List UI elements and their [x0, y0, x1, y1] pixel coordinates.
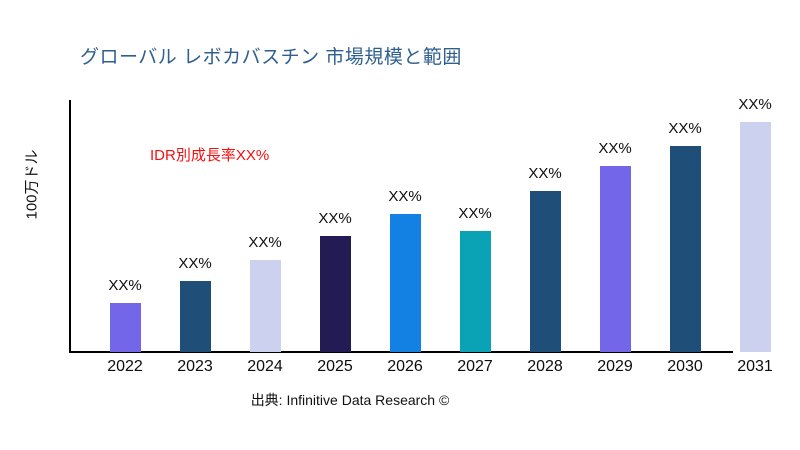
x-axis-line [69, 351, 733, 353]
x-tick-2027: 2027 [457, 358, 493, 375]
y-axis-title: 100万ドル [23, 149, 41, 220]
x-tick-2030: 2030 [667, 358, 703, 375]
x-tick-2031: 2031 [737, 358, 773, 375]
value-label-2023: XX% [178, 254, 212, 272]
value-label-2030: XX% [668, 119, 702, 137]
value-label-2029: XX% [598, 139, 632, 157]
bar-2026 [389, 213, 421, 352]
value-label-2031: XX% [738, 95, 772, 113]
bar-2024 [249, 259, 281, 352]
bar-2022 [109, 302, 141, 352]
value-label-2025: XX% [318, 209, 352, 227]
value-label-2024: XX% [248, 233, 282, 251]
x-tick-2025: 2025 [317, 358, 353, 375]
bar-2025 [319, 235, 351, 352]
value-label-2028: XX% [528, 164, 562, 182]
value-label-2022: XX% [108, 276, 142, 294]
value-label-2026: XX% [388, 187, 422, 205]
x-tick-2024: 2024 [247, 358, 283, 375]
x-tick-2022: 2022 [107, 358, 143, 375]
chart-title: グローバル レボカバスチン 市場規模と範囲 [80, 47, 462, 68]
bar-2027 [459, 230, 491, 352]
source-attribution: 出典: Infinitive Data Research © [250, 392, 450, 408]
bar-2023 [179, 280, 211, 352]
growth-rate-annotation: IDR別成長率XX% [150, 147, 270, 164]
bar-2030 [669, 145, 701, 352]
value-label-2027: XX% [458, 204, 492, 222]
y-axis-line [69, 100, 71, 352]
bar-2031 [739, 121, 771, 352]
bar-2029 [599, 165, 631, 352]
x-tick-2026: 2026 [387, 358, 423, 375]
bar-2028 [529, 190, 561, 352]
x-tick-2023: 2023 [177, 358, 213, 375]
x-tick-2029: 2029 [597, 358, 633, 375]
x-tick-2028: 2028 [527, 358, 563, 375]
